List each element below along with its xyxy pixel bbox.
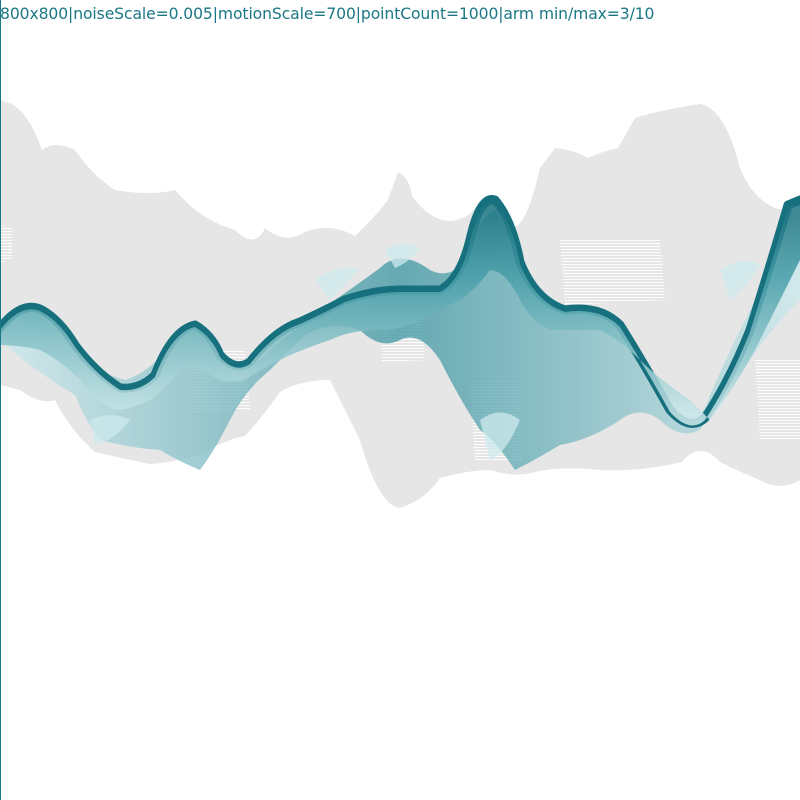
sketch-parameters-label: 800x800|noiseScale=0.005|motionScale=700… bbox=[0, 5, 655, 23]
ribbon-upper-body bbox=[0, 201, 800, 426]
ribbon-lower-body bbox=[0, 210, 800, 470]
ribbon-highlights bbox=[90, 243, 760, 460]
canvas-left-border bbox=[0, 0, 1, 800]
